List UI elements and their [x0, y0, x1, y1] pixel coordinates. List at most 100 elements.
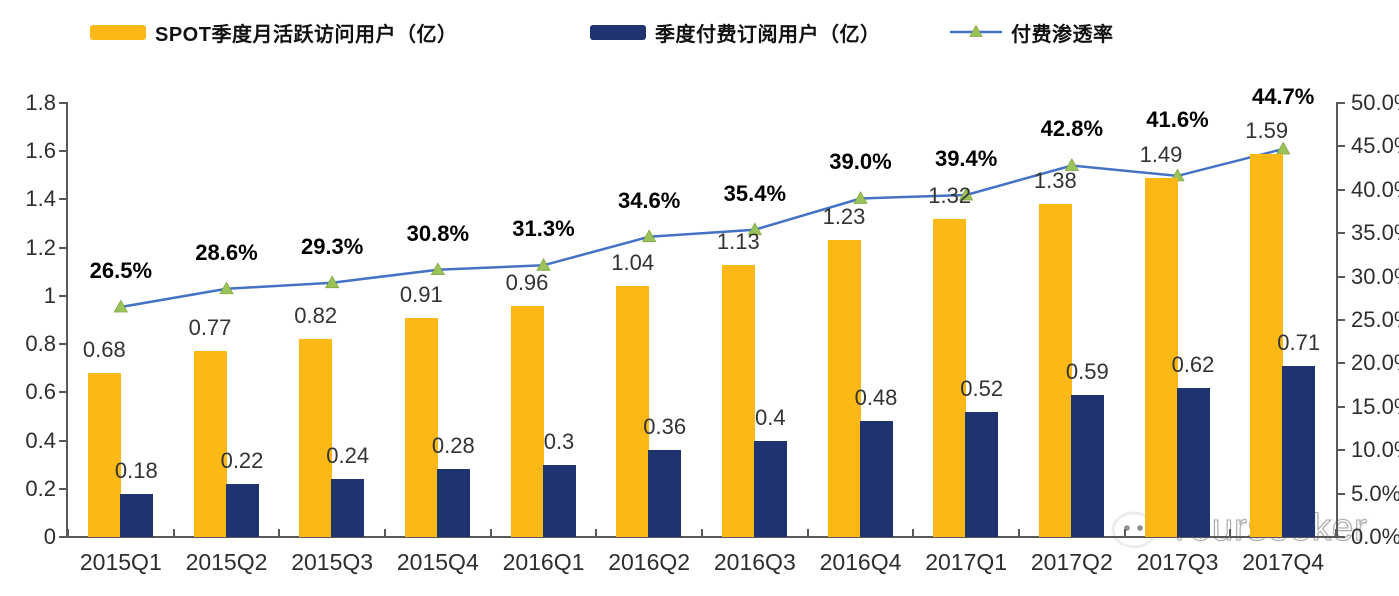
bar-label-paid: 0.48 — [854, 385, 898, 411]
right-axis-tick — [1338, 449, 1345, 452]
penetration-marker — [113, 299, 129, 313]
left-axis-tick — [59, 439, 66, 442]
bar-label-paid: 0.24 — [326, 443, 370, 469]
bar-paid — [225, 483, 259, 537]
bar-label-paid: 0.28 — [431, 433, 475, 459]
bar-label-mau: 1.13 — [716, 228, 760, 254]
bottom-axis-tick — [489, 529, 492, 537]
y-tick-label-left: 1.6 — [25, 138, 56, 164]
bar-paid — [436, 469, 470, 537]
penetration-label: 42.8% — [1040, 116, 1104, 142]
right-axis-tick — [1338, 405, 1345, 408]
penetration-marker — [219, 281, 234, 295]
bar-label-mau: 0.96 — [505, 269, 549, 295]
bottom-axis-tick — [1229, 529, 1232, 537]
bottom-axis-tick — [595, 529, 598, 537]
penetration-marker — [853, 191, 868, 204]
x-tick-label: 2016Q2 — [608, 549, 691, 575]
bar-mau — [1144, 177, 1178, 537]
x-tick-label: 2016Q3 — [713, 549, 796, 575]
x-tick-label: 2015Q4 — [396, 549, 479, 575]
left-axis-tick — [59, 487, 66, 490]
penetration-label: 39.0% — [829, 149, 892, 175]
y-tick-label-right: 40.0% — [1351, 176, 1399, 202]
right-axis-tick — [1338, 188, 1345, 191]
left-axis-tick — [59, 343, 66, 346]
bar-mau — [933, 218, 967, 537]
bar-paid — [1070, 394, 1104, 537]
right-axis-tick — [1338, 145, 1345, 148]
penetration-label: 41.6% — [1146, 106, 1209, 132]
penetration-series-swatch — [950, 24, 1002, 37]
bar-label-paid: 0.52 — [960, 375, 1004, 401]
penetration-label: 44.7% — [1251, 84, 1315, 109]
bar-mau — [299, 339, 333, 537]
bar-label-mau: 1.49 — [1139, 141, 1183, 167]
x-tick-label: 2017Q1 — [925, 549, 1008, 575]
y-tick-label-left: 0.8 — [25, 331, 56, 357]
penetration-label: 34.6% — [617, 187, 681, 213]
bottom-axis-tick — [701, 529, 703, 537]
bar-paid — [753, 440, 787, 537]
paid-series-swatch — [590, 24, 646, 40]
penetration-line — [120, 147, 1284, 309]
bar-label-mau: 1.59 — [1245, 117, 1289, 143]
left-axis-tick — [59, 536, 66, 538]
legend-label-mau: SPOT季度月活跃访问用户（亿） — [155, 23, 458, 46]
bar-label-mau: 1.32 — [928, 182, 972, 208]
y-tick-label-right: 10.0% — [1351, 437, 1399, 463]
penetration-label: 26.5% — [89, 257, 153, 283]
left-axis-line — [66, 102, 68, 538]
x-tick-label: 2016Q1 — [502, 549, 585, 575]
bar-mau — [193, 351, 227, 537]
right-axis-line — [1336, 102, 1338, 538]
bar-paid — [965, 411, 999, 537]
penetration-marker — [324, 275, 340, 289]
x-tick-label: 2015Q3 — [291, 549, 374, 575]
bottom-axis-tick — [172, 529, 175, 537]
legend-label-penetration: 付费渗透率 — [1011, 23, 1114, 46]
y-tick-label-right: 15.0% — [1351, 393, 1399, 419]
bar-label-mau: 0.91 — [399, 281, 443, 307]
y-tick-label-right: 25.0% — [1351, 307, 1399, 332]
y-tick-label-right: 20.0% — [1351, 350, 1399, 376]
bar-label-mau: 1.23 — [822, 204, 866, 230]
x-tick-label: 2015Q2 — [185, 549, 268, 575]
bottom-axis-tick — [806, 529, 809, 537]
bottom-axis-tick — [1335, 529, 1337, 537]
bar-label-paid: 0.71 — [1277, 329, 1321, 355]
bar-paid — [859, 421, 893, 537]
legend-label-paid: 季度付费订阅用户（亿） — [655, 23, 881, 46]
bar-label-paid: 0.3 — [543, 428, 575, 454]
y-tick-label-left: 1.2 — [25, 234, 56, 260]
bottom-axis-line — [66, 536, 1338, 538]
bar-label-mau: 0.77 — [188, 315, 232, 341]
left-axis-tick — [59, 102, 66, 104]
y-tick-label-right: 35.0% — [1351, 220, 1399, 246]
penetration-label: 35.4% — [723, 180, 787, 206]
penetration-label: 28.6% — [195, 239, 258, 265]
penetration-label: 39.4% — [934, 146, 998, 171]
penetration-label: 31.3% — [512, 216, 575, 242]
bar-paid — [648, 450, 682, 537]
left-axis-tick — [59, 198, 66, 201]
bar-label-mau: 0.68 — [82, 337, 126, 363]
x-tick-label: 2017Q2 — [1030, 549, 1113, 575]
bottom-axis-tick — [384, 529, 386, 537]
penetration-label: 30.8% — [406, 220, 470, 246]
y-tick-label-right: 5.0% — [1351, 480, 1399, 506]
x-tick-label: 2017Q4 — [1242, 549, 1325, 575]
bar-label-paid: 0.62 — [1171, 351, 1215, 377]
bar-mau — [1250, 153, 1284, 537]
bar-label-mau: 1.04 — [611, 250, 655, 276]
bar-mau — [827, 240, 861, 537]
bar-label-paid: 0.36 — [643, 414, 687, 440]
y-tick-label-left: 0.2 — [25, 475, 56, 501]
right-axis-tick — [1338, 319, 1345, 321]
bar-mau — [87, 373, 121, 537]
y-tick-label-right: 50.0% — [1351, 90, 1399, 115]
bar-paid — [542, 464, 576, 537]
bar-mau — [616, 286, 650, 537]
y-tick-label-left: 0 — [43, 524, 56, 549]
